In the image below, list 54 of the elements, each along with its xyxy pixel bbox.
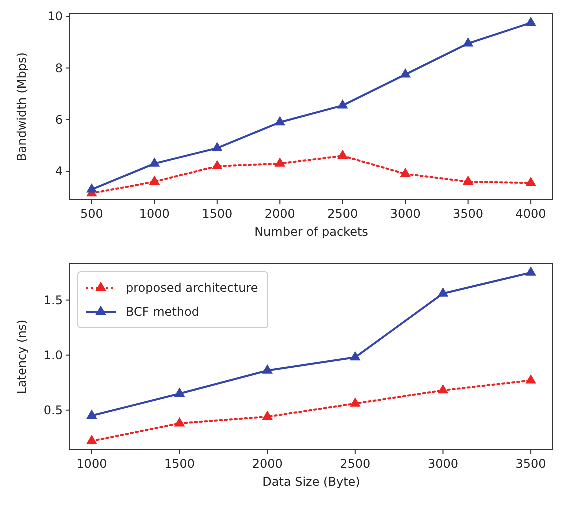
x-axis-title: Data Size (Byte) xyxy=(262,475,360,489)
point xyxy=(86,410,98,419)
point xyxy=(462,38,474,47)
point xyxy=(212,142,223,152)
x-tick-label: 2000 xyxy=(252,457,283,471)
x-tick-label: 2500 xyxy=(328,207,358,221)
y-tick-label: 1.0 xyxy=(44,348,63,362)
x-tick-label: 1000 xyxy=(76,457,108,471)
y-axis-title: Latency (ns) xyxy=(15,320,29,394)
point xyxy=(462,176,474,186)
y-tick-label: 0.5 xyxy=(44,403,63,418)
point xyxy=(262,410,273,420)
x-tick-label: 1000 xyxy=(139,207,170,221)
x-tick-label: 500 xyxy=(80,207,104,221)
y-tick-label: 8 xyxy=(55,61,63,76)
point xyxy=(337,150,348,160)
point xyxy=(274,116,286,126)
x-tick-label: 4000 xyxy=(516,207,546,221)
point xyxy=(274,158,286,167)
point xyxy=(174,388,186,397)
y-axis-title: Bandwidth (Mbps) xyxy=(15,52,29,162)
x-tick-label: 1500 xyxy=(164,457,196,471)
legend-label: BCF method xyxy=(126,305,200,319)
point xyxy=(438,288,449,297)
point xyxy=(86,434,98,444)
x-tick-label: 3500 xyxy=(453,207,484,221)
point xyxy=(526,177,536,186)
point xyxy=(350,351,361,361)
x-tick-label: 3000 xyxy=(390,207,421,221)
legend-label: proposed architecture xyxy=(126,281,258,295)
point xyxy=(337,100,348,109)
point xyxy=(526,374,536,384)
point xyxy=(262,364,273,374)
y-tick-label: 1.5 xyxy=(44,293,63,308)
point xyxy=(149,158,160,167)
point xyxy=(526,266,536,276)
point xyxy=(86,183,98,193)
x-tick-label: 1500 xyxy=(202,207,233,221)
y-tick-label: 4 xyxy=(55,164,63,179)
point xyxy=(438,384,449,394)
point xyxy=(174,417,186,427)
y-tick-label: 10 xyxy=(48,10,63,24)
x-tick-label: 2500 xyxy=(340,457,371,471)
x-tick-label: 2000 xyxy=(264,207,296,221)
point xyxy=(350,398,361,407)
point xyxy=(400,168,411,178)
point xyxy=(400,68,411,78)
y-tick-label: 6 xyxy=(55,112,63,127)
point xyxy=(212,160,223,170)
point xyxy=(149,176,160,186)
x-tick-label: 3000 xyxy=(428,457,458,471)
x-tick-label: 3500 xyxy=(516,457,546,471)
point xyxy=(526,16,536,26)
x-axis-title: Number of packets xyxy=(254,225,368,239)
